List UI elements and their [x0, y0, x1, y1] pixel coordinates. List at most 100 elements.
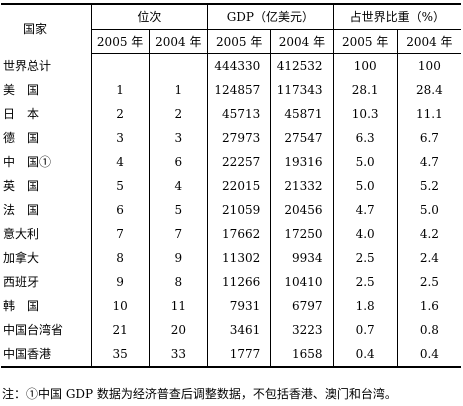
footnote: 注：①中国 GDP 数据为经济普查后调整数据，不包括香港、澳门和台湾。: [2, 387, 397, 401]
gdp-2005: 11266: [207, 270, 271, 294]
rank-2005: 7: [90, 222, 150, 246]
gdp-2005: 7931: [207, 294, 271, 318]
header-rank-2004: 2004 年: [148, 29, 208, 54]
rank-2005: 2: [90, 102, 150, 126]
gdp-2005: 22015: [207, 174, 271, 198]
rank-2005: 6: [90, 198, 150, 222]
header-rank-2005: 2005 年: [90, 29, 150, 54]
rank-2004: 11: [148, 294, 208, 318]
gdp-2004: 17250: [270, 222, 334, 246]
rank-2004: 1: [148, 78, 208, 102]
gdp-2004: 21332: [270, 174, 334, 198]
gdp-2005: 21059: [207, 198, 271, 222]
share-2005: 6.3: [332, 126, 398, 150]
header-gdp-2005: 2005 年: [207, 29, 271, 54]
country-name: 法 国: [3, 203, 40, 217]
rank-2005: 8: [90, 246, 150, 270]
gdp-2004: 19316: [270, 150, 334, 174]
country-name: 中国香港: [1, 342, 92, 368]
country-name: 日 本: [3, 107, 40, 121]
gdp-2004: 9934: [270, 246, 334, 270]
rank-2005: 4: [90, 150, 150, 174]
header-share-2005: 2005 年: [332, 29, 398, 54]
rank-2004: 6: [148, 150, 208, 174]
gdp-2004: 27547: [270, 126, 334, 150]
table-row: 中 国① 4 6 22257 19316 5.0 4.7: [1, 150, 461, 174]
share-2004: 1.6: [396, 294, 461, 318]
table-row: 英 国 5 4 22015 21332 5.0 5.2: [1, 174, 461, 198]
gdp-2004: 3223: [270, 318, 334, 342]
share-2005: 0.4: [332, 342, 398, 368]
share-2004: 6.7: [396, 126, 461, 150]
country-name: 西班牙: [3, 275, 40, 289]
share-2004: 4.7: [396, 150, 461, 174]
share-2004: 2.5: [396, 270, 461, 294]
header-gdp-group: GDP（亿美元）: [207, 3, 334, 30]
share-2005: 28.1: [332, 78, 398, 102]
share-2004: 100: [396, 53, 461, 78]
gdp-2004: 10410: [270, 270, 334, 294]
rank-2005: 35: [90, 342, 150, 368]
rank-2004: 7: [148, 222, 208, 246]
share-2005: 100: [332, 53, 398, 78]
table-row: 日 本 2 2 45713 45871 10.3 11.1: [1, 102, 461, 126]
gdp-2005: 3461: [207, 318, 271, 342]
rank-2004: 33: [148, 342, 208, 368]
gdp-2005: 45713: [207, 102, 271, 126]
rank-2004: 3: [148, 126, 208, 150]
rank-2004: 5: [148, 198, 208, 222]
share-2004: 11.1: [396, 102, 461, 126]
country-name: 世界总计: [3, 58, 52, 73]
gdp-2005: 1777: [207, 342, 271, 368]
rank-2005: 5: [90, 174, 150, 198]
share-2005: 2.5: [332, 246, 398, 270]
header-rank-group: 位次: [90, 3, 208, 30]
country-name: 美 国: [3, 83, 40, 97]
country-name: 韩 国: [3, 299, 40, 313]
header-country: 国家: [1, 3, 92, 54]
rank-2004: 8: [148, 270, 208, 294]
country-name: 英 国: [3, 179, 40, 193]
rank-2005: [90, 53, 150, 78]
gdp-2004: 6797: [270, 294, 334, 318]
table-row: 美 国 1 1 124857 117343 28.1 28.4: [1, 78, 461, 102]
country-name: 加拿大: [3, 251, 40, 265]
share-2004: 0.4: [396, 342, 461, 368]
gdp-2004: 412532: [270, 53, 334, 78]
country-name: 中 国①: [3, 155, 52, 169]
table-row: 西班牙 9 8 11266 10410 2.5 2.5: [1, 270, 461, 294]
share-2005: 5.0: [332, 174, 398, 198]
rank-2005: 21: [90, 318, 150, 342]
gdp-2004: 20456: [270, 198, 334, 222]
share-2005: 4.0: [332, 222, 398, 246]
rank-2005: 10: [90, 294, 150, 318]
table-row: 韩 国 10 11 7931 6797 1.8 1.6: [1, 294, 461, 318]
rank-2004: 2: [148, 102, 208, 126]
rank-2004: 20: [148, 318, 208, 342]
share-2005: 2.5: [332, 270, 398, 294]
table-row: 德 国 3 3 27973 27547 6.3 6.7: [1, 126, 461, 150]
gdp-2005: 22257: [207, 150, 271, 174]
table-row: 中国香港 35 33 1777 1658 0.4 0.4: [1, 342, 461, 368]
share-2004: 5.0: [396, 198, 461, 222]
share-2004: 2.4: [396, 246, 461, 270]
share-2004: 0.8: [396, 318, 461, 342]
gdp-2004: 1658: [270, 342, 334, 368]
header-share-2004: 2004 年: [396, 29, 461, 54]
rank-2004: 9: [148, 246, 208, 270]
table-row: 意大利 7 7 17662 17250 4.0 4.2: [1, 222, 461, 246]
rank-2005: 3: [90, 126, 150, 150]
table-row: 世界总计 444330 412532 100 100: [1, 53, 461, 78]
table-row: 加拿大 8 9 11302 9934 2.5 2.4: [1, 246, 461, 270]
country-name: 意大利: [3, 227, 40, 241]
rank-2005: 1: [90, 78, 150, 102]
share-2004: 5.2: [396, 174, 461, 198]
country-name: 德 国: [3, 131, 40, 145]
gdp-2005: 124857: [207, 78, 271, 102]
share-2004: 4.2: [396, 222, 461, 246]
share-2005: 4.7: [332, 198, 398, 222]
gdp-2005: 11302: [207, 246, 271, 270]
gdp-2005: 27973: [207, 126, 271, 150]
gdp-ranking-table: 国家 位次 GDP（亿美元） 占世界比重（%） 2005 年 2004 年 20…: [1, 3, 461, 368]
rank-2004: [148, 53, 208, 78]
